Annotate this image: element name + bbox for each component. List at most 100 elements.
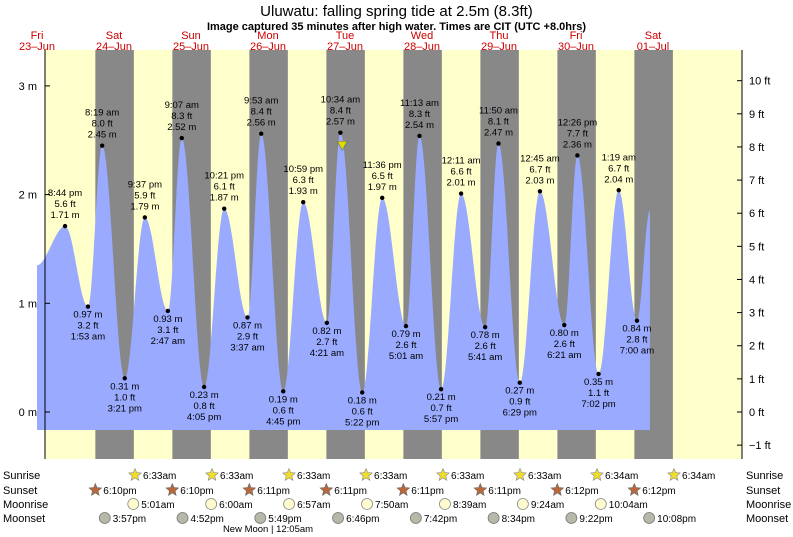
moonset-icon xyxy=(254,512,267,524)
tide-time-label: 2:47 am xyxy=(151,336,185,347)
tide-curve xyxy=(37,132,650,430)
tide-h-label: 2.45 m xyxy=(88,130,117,141)
sunset-icon xyxy=(165,482,180,496)
sunrise-icon xyxy=(128,467,142,481)
tide-point xyxy=(245,315,250,320)
tide-time-label: 11:13 am xyxy=(400,98,439,109)
right-tick-label: 2 ft xyxy=(749,341,764,353)
day-of-week-label: Mon xyxy=(257,30,278,42)
tide-point xyxy=(301,200,306,205)
high-tide-label: 9:53 am8.4 ft2.56 m xyxy=(244,96,278,129)
tide-ft-label: 8.3 ft xyxy=(409,109,430,120)
tide-ft-label: 8.3 ft xyxy=(171,111,192,122)
sunset-time: 6:11pm xyxy=(411,486,444,497)
moonset-time: 8:34pm xyxy=(502,514,535,525)
moonset-icon xyxy=(98,512,111,524)
sunset-icon xyxy=(396,482,411,496)
low-tide-label: 0.19 m0.6 ft4:45 pm xyxy=(266,394,300,427)
tide-time-label: 8:19 am xyxy=(85,108,119,119)
moonrise-time: 7:50am xyxy=(375,500,408,511)
tide-ft-label: 0.7 ft xyxy=(431,403,452,414)
tide-h-label: 0.82 m xyxy=(312,326,341,337)
tide-time-label: 9:07 am xyxy=(165,100,199,111)
high-tide-label: 11:13 am8.3 ft2.54 m xyxy=(400,98,439,131)
right-tick-label: −1 ft xyxy=(749,440,771,452)
tide-time-label: 4:21 am xyxy=(310,348,344,359)
sunrise-icon xyxy=(667,467,681,481)
tide-point xyxy=(417,133,422,139)
tide-ft-label: 2.6 ft xyxy=(554,339,575,350)
high-tide-label: 1:19 am6.7 ft2.04 m xyxy=(602,152,636,185)
low-tide-label: 0.21 m0.7 ft5:57 pm xyxy=(424,392,458,425)
tide-ft-label: 0.6 ft xyxy=(273,405,294,416)
moonrise-icon xyxy=(127,498,140,510)
tide-ft-label: 6.1 ft xyxy=(214,182,235,193)
tide-ft-label: 3.2 ft xyxy=(77,321,98,332)
moonset-time: 3:57pm xyxy=(113,514,146,525)
tide-h-label: 1.87 m xyxy=(210,193,239,204)
tide-ft-label: 6.6 ft xyxy=(451,167,472,178)
tide-ft-label: 8.4 ft xyxy=(330,106,351,117)
moonrise-icon xyxy=(361,498,373,510)
high-tide-label: 10:34 am8.4 ft2.57 m xyxy=(321,95,361,128)
day-of-week-label: Fri xyxy=(570,30,583,42)
low-tide-label: 0.87 m2.9 ft3:37 am xyxy=(230,320,264,353)
high-tide-label: 11:50 am8.1 ft2.47 m xyxy=(479,106,518,139)
high-tide-label: 11:36 pm6.5 ft1.97 m xyxy=(363,160,402,193)
low-tide-label: 0.23 m0.8 ft4:05 pm xyxy=(187,390,221,423)
sunrise-time: 6:33am xyxy=(297,471,330,482)
sunset-icon xyxy=(550,482,565,496)
tide-ft-label: 5.6 ft xyxy=(54,199,75,210)
tide-h-label: 2.04 m xyxy=(604,174,633,185)
tide-ft-label: 0.9 ft xyxy=(509,397,530,408)
astro-row-label-left: Sunset xyxy=(3,485,37,497)
tide-point xyxy=(122,376,127,381)
tide-time-label: 5:22 pm xyxy=(345,417,379,428)
tide-point xyxy=(562,322,567,328)
tide-time-label: 3:37 am xyxy=(230,342,264,353)
day-of-week-label: Sat xyxy=(106,30,123,42)
tide-point xyxy=(324,320,330,326)
tide-h-label: 0.18 m xyxy=(348,395,377,406)
day-of-week-label: Fri xyxy=(31,30,44,42)
sunset-time: 6:10pm xyxy=(103,486,136,497)
tide-time-label: 7:02 pm xyxy=(581,399,615,410)
tide-ft-label: 7.7 ft xyxy=(567,128,588,139)
moonrise-time: 9:24am xyxy=(531,500,564,511)
moonrise-icon xyxy=(594,498,607,510)
tide-time-label: 4:05 pm xyxy=(187,412,221,423)
low-tide-label: 0.93 m3.1 ft2:47 am xyxy=(151,314,185,347)
tide-ft-label: 6.3 ft xyxy=(293,175,314,186)
tide-point xyxy=(201,384,207,390)
tide-h-label: 0.79 m xyxy=(391,329,420,340)
chart-subtitle: Image captured 35 minutes after high wat… xyxy=(207,21,586,33)
right-tick-label: 3 ft xyxy=(749,308,764,320)
tide-time-label: 9:53 am xyxy=(244,96,278,107)
right-tick-label: 0 ft xyxy=(749,407,764,419)
sunrise-time: 6:33am xyxy=(374,471,407,482)
right-tick-label: 9 ft xyxy=(749,109,764,121)
tide-time-label: 12:11 am xyxy=(442,156,481,167)
high-tide-label: 9:37 pm5.9 ft1.79 m xyxy=(128,179,162,212)
sunrise-time: 6:34am xyxy=(682,471,715,482)
sunset-icon xyxy=(473,482,488,496)
tide-h-label: 1.79 m xyxy=(130,201,159,212)
low-tide-label: 0.82 m2.7 ft4:21 am xyxy=(310,326,344,359)
moonrise-time: 6:00am xyxy=(219,500,252,511)
tide-h-label: 0.97 m xyxy=(73,310,102,321)
sunrise-icon xyxy=(436,467,450,481)
tide-ft-label: 2.9 ft xyxy=(237,331,258,342)
tide-time-label: 11:36 pm xyxy=(363,160,402,171)
sunset-time: 6:12pm xyxy=(642,486,675,497)
tide-point xyxy=(360,390,365,395)
high-tide-label: 10:21 pm6.1 ft1.87 m xyxy=(204,171,244,204)
tide-point xyxy=(482,325,488,330)
right-tick-label: 7 ft xyxy=(749,175,764,187)
tide-h-label: 2.01 m xyxy=(447,178,476,189)
moonset-time: 9:22pm xyxy=(579,514,612,525)
tide-point xyxy=(596,371,601,377)
tide-point xyxy=(179,135,184,141)
right-tick-label: 5 ft xyxy=(749,241,764,253)
tide-h-label: 0.93 m xyxy=(153,314,182,325)
